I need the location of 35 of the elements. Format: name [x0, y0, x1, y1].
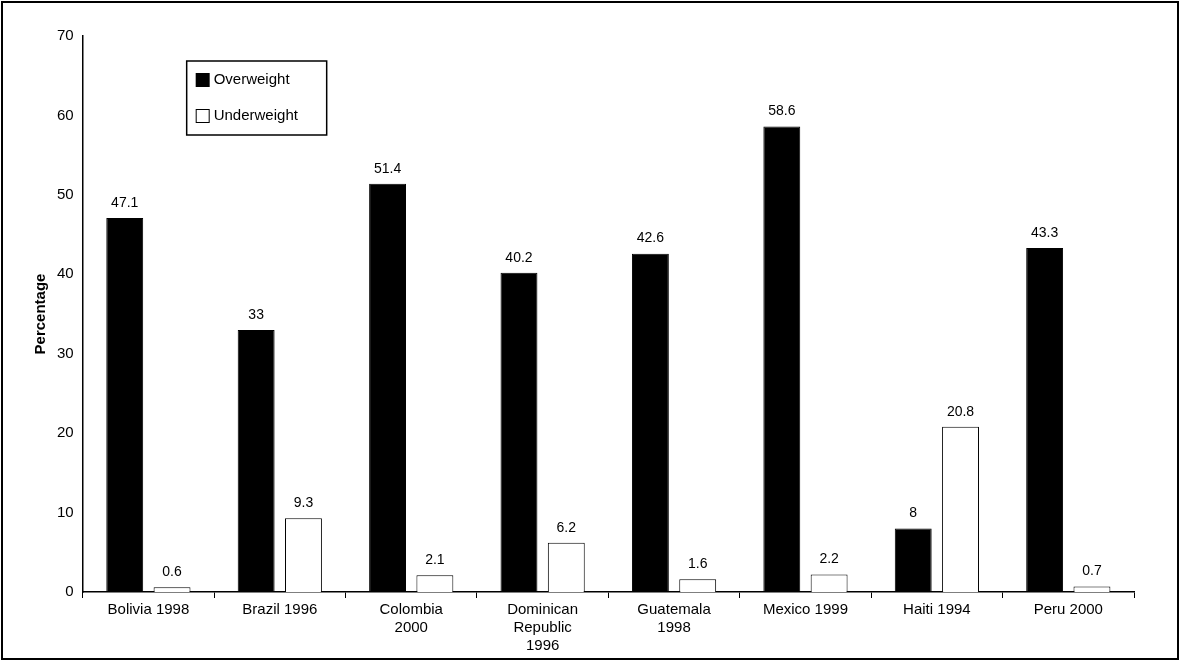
data-label: 47.1 [111, 193, 139, 210]
data-label: 33 [248, 305, 265, 322]
data-label: 51.4 [373, 159, 402, 176]
data-label: 2.2 [819, 550, 840, 567]
x-tick-label: Haiti 1994 [903, 600, 971, 618]
data-label: 1.6 [687, 555, 708, 572]
y-axis-title: Percentage [31, 273, 49, 355]
data-label: 6.2 [556, 518, 577, 535]
data-label: 2.1 [425, 551, 445, 568]
x-tick-label: Brazil 1996 [242, 600, 318, 618]
y-tick-label: 20 [57, 423, 74, 441]
data-label: 0.7 [1082, 562, 1102, 579]
data-label: 40.2 [505, 248, 533, 265]
x-tick-label: Bolivia 1998 [107, 600, 190, 618]
y-tick-label: 30 [57, 343, 74, 361]
y-tick-label: 40 [57, 264, 74, 282]
data-label: 58.6 [768, 102, 796, 119]
x-tick-label: Dominican Republic 1996 [507, 600, 579, 654]
y-tick-label: 0 [65, 582, 74, 600]
y-tick-label: 60 [57, 105, 74, 123]
y-tick-label: 70 [57, 26, 74, 44]
data-label: 42.6 [636, 229, 665, 246]
data-label: 8 [909, 504, 918, 521]
legend-label: Overweight [213, 70, 291, 88]
data-label: 0.6 [162, 563, 182, 580]
y-tick-label: 50 [57, 185, 74, 202]
data-label: 20.8 [946, 402, 975, 419]
data-label: 9.3 [293, 493, 314, 510]
legend-label: Underweight [213, 106, 299, 124]
data-label: 43.3 [1031, 223, 1059, 240]
x-tick-label: Peru 2000 [1033, 600, 1103, 618]
x-tick-label: Colombia 2000 [379, 600, 444, 636]
x-tick-label: Mexico 1999 [762, 600, 848, 618]
y-tick-label: 10 [57, 502, 74, 520]
x-tick-label: Guatemala 1998 [637, 600, 712, 636]
